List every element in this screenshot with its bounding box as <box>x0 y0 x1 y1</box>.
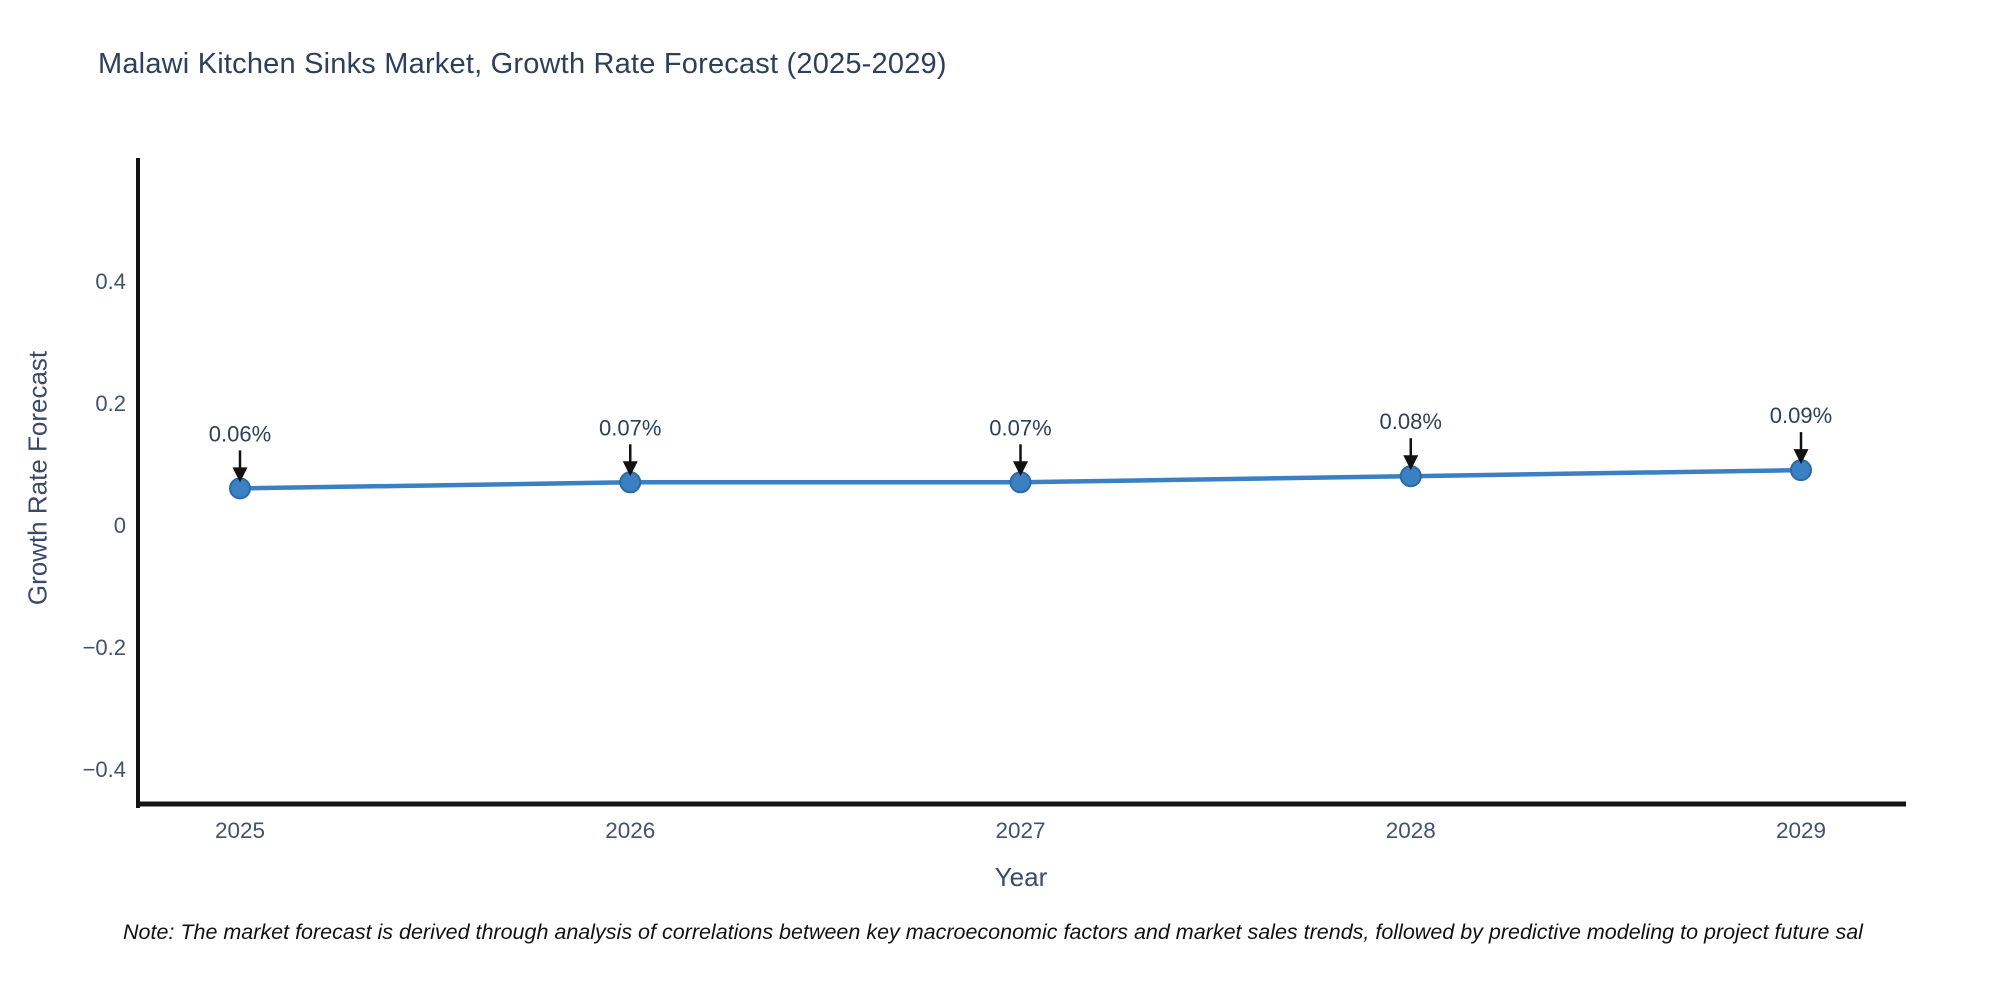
annotation-arrowhead <box>232 467 248 483</box>
y-tick-label: 0.4 <box>95 269 126 294</box>
x-tick-label: 2025 <box>215 818 265 843</box>
y-tick-label: 0.2 <box>95 391 126 416</box>
y-axis-title: Growth Rate Forecast <box>22 350 53 606</box>
chart-title: Malawi Kitchen Sinks Market, Growth Rate… <box>98 48 947 80</box>
annotation-label: 0.08% <box>1380 409 1442 434</box>
y-tick-label: −0.2 <box>83 635 126 660</box>
y-tick-label: 0 <box>114 513 126 538</box>
annotation-arrowhead <box>1013 461 1028 477</box>
annotation-arrowhead <box>1793 449 1809 465</box>
annotation-label: 0.06% <box>209 421 271 446</box>
annotation-label: 0.09% <box>1770 403 1832 428</box>
annotation-label: 0.07% <box>599 415 661 440</box>
x-tick-label: 2029 <box>1776 818 1826 843</box>
annotation-arrowhead <box>1403 455 1419 471</box>
x-tick-label: 2027 <box>995 818 1045 843</box>
x-tick-label: 2026 <box>605 818 655 843</box>
annotation-arrowhead <box>622 461 638 477</box>
x-tick-label: 2028 <box>1386 818 1436 843</box>
y-tick-label: −0.4 <box>83 757 126 782</box>
annotation-label: 0.07% <box>989 415 1051 440</box>
footnote: Note: The market forecast is derived thr… <box>123 920 1863 944</box>
x-axis-title: Year <box>994 862 1048 892</box>
